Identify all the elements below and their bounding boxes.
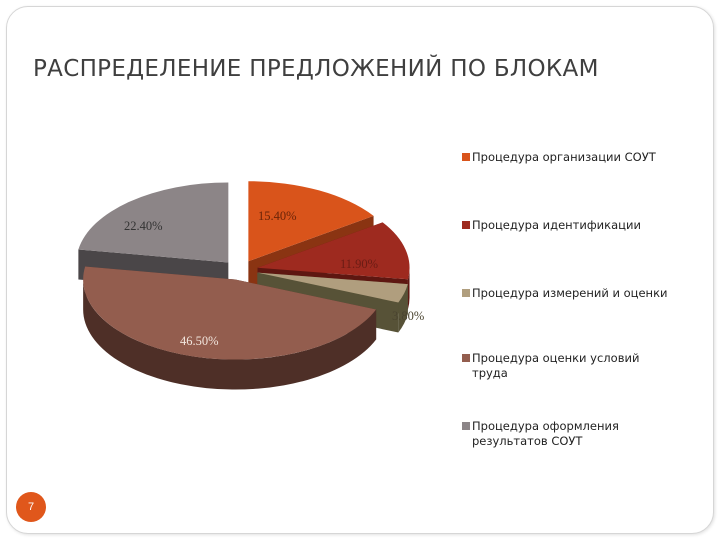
pie-slice-outer-wall xyxy=(407,267,410,310)
legend-item-organization: Процедура организации СОУТ xyxy=(462,150,672,165)
legend-item-measurement: Процедура измерений и оценки xyxy=(462,286,672,301)
legend-item-results: Процедура оформления результатов СОУТ xyxy=(462,419,672,449)
legend-label: Процедура оценки условий труда xyxy=(472,351,640,380)
data-label-results: 22.40% xyxy=(124,219,163,233)
legend-swatch xyxy=(462,354,470,362)
pie-slice-outer-wall xyxy=(398,284,408,333)
pie-slice-results xyxy=(78,182,229,263)
legend-label: Процедура организации СОУТ xyxy=(472,150,656,164)
data-label-measurement: 3.80% xyxy=(392,309,424,323)
legend-item-assessment: Процедура оценки условий труда xyxy=(462,351,672,381)
legend-swatch xyxy=(462,289,470,297)
legend-swatch xyxy=(462,221,470,229)
legend-label: Процедура идентификации xyxy=(472,218,641,232)
pie-tops xyxy=(78,181,410,360)
page-number: 7 xyxy=(27,501,35,513)
page-number-badge: 7 xyxy=(16,492,46,522)
pie-slice-identification xyxy=(257,222,410,280)
pie-slice-assessment xyxy=(83,266,377,360)
pie-labels: 15.40% 11.90% 3.80% 46.50% 22.40% xyxy=(124,209,424,348)
pie-slice-outer-wall xyxy=(83,279,377,390)
legend-swatch xyxy=(462,422,470,430)
data-label-assessment: 46.50% xyxy=(180,334,219,348)
data-label-organization: 15.40% xyxy=(258,209,297,223)
legend-label: Процедура оформления результатов СОУТ xyxy=(472,419,619,448)
legend-label: Процедура измерений и оценки xyxy=(472,286,668,300)
legend-item-identification: Процедура идентификации xyxy=(462,218,672,233)
slide-title: РАСПРЕДЕЛЕНИЕ ПРЕДЛОЖЕНИЙ ПО БЛОКАМ xyxy=(33,56,599,82)
data-label-identification: 11.90% xyxy=(340,257,378,271)
legend-swatch xyxy=(462,153,470,161)
pie-slice-measurement xyxy=(257,272,408,303)
pie-slice-organization xyxy=(248,181,374,262)
